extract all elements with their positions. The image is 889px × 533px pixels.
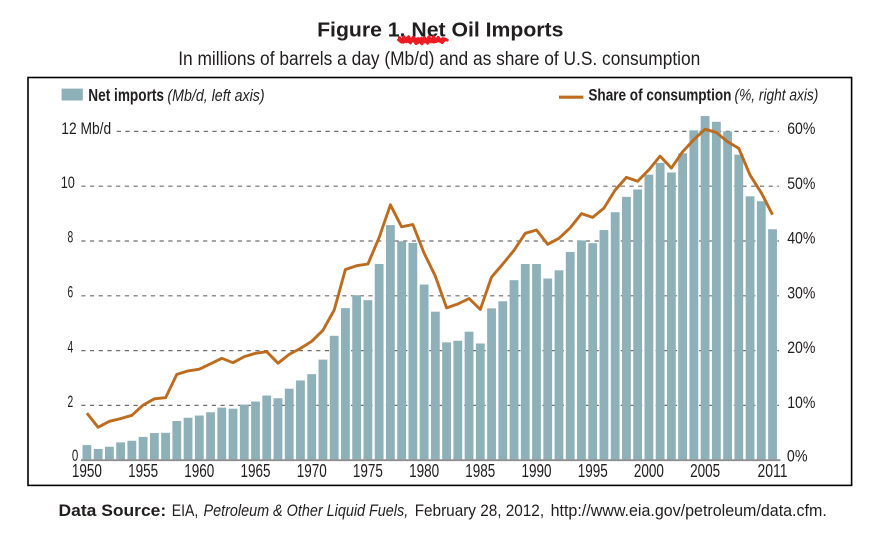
- svg-text:Figure 1. Net Oil Imports: Figure 1. Net Oil Imports: [317, 18, 563, 41]
- svg-text:10%: 10%: [787, 393, 815, 412]
- svg-text:30%: 30%: [787, 283, 815, 302]
- svg-text:EIA,: EIA,: [172, 501, 199, 520]
- svg-text:Share of consumption: Share of consumption: [588, 85, 731, 104]
- svg-text:1990: 1990: [522, 461, 552, 481]
- svg-text:1985: 1985: [465, 461, 495, 481]
- svg-text:2011: 2011: [758, 461, 788, 481]
- svg-text:2005: 2005: [690, 461, 720, 481]
- svg-text:1950: 1950: [72, 461, 102, 481]
- svg-text:0: 0: [72, 446, 78, 465]
- svg-text:1965: 1965: [241, 461, 271, 481]
- svg-text:1995: 1995: [578, 461, 608, 481]
- svg-text:8: 8: [68, 228, 74, 247]
- svg-text:(%, right axis): (%, right axis): [735, 86, 819, 104]
- svg-text:1980: 1980: [409, 461, 439, 481]
- svg-text:1975: 1975: [353, 461, 383, 481]
- svg-text:50%: 50%: [787, 174, 815, 193]
- svg-text:1955: 1955: [128, 461, 158, 481]
- svg-text:Net imports: Net imports: [88, 85, 164, 105]
- svg-text:20%: 20%: [787, 338, 815, 357]
- svg-text:2000: 2000: [634, 461, 664, 481]
- svg-text:0%: 0%: [787, 446, 808, 465]
- svg-text:http://www.eia.gov/petroleum/d: http://www.eia.gov/petroleum/data.cfm.: [551, 501, 827, 520]
- svg-text:60%: 60%: [787, 119, 815, 138]
- svg-text:2: 2: [68, 392, 74, 411]
- svg-text:In millions of barrels a day (: In millions of barrels a day (Mb/d) and …: [178, 49, 700, 70]
- svg-text:1960: 1960: [184, 461, 214, 481]
- svg-text:February 28, 2012,: February 28, 2012,: [415, 501, 544, 520]
- svg-text:6: 6: [68, 283, 74, 302]
- svg-text:Petroleum & Other Liquid Fuels: Petroleum & Other Liquid Fuels,: [204, 501, 409, 520]
- svg-text:1970: 1970: [297, 461, 327, 481]
- svg-text:4: 4: [68, 337, 74, 356]
- svg-text:12 Mb/d: 12 Mb/d: [61, 119, 111, 138]
- svg-text:40%: 40%: [787, 229, 815, 248]
- svg-text:10: 10: [61, 173, 75, 192]
- svg-text:Data Source:: Data Source:: [59, 501, 167, 520]
- svg-text:(Mb/d, left axis): (Mb/d, left axis): [167, 87, 264, 105]
